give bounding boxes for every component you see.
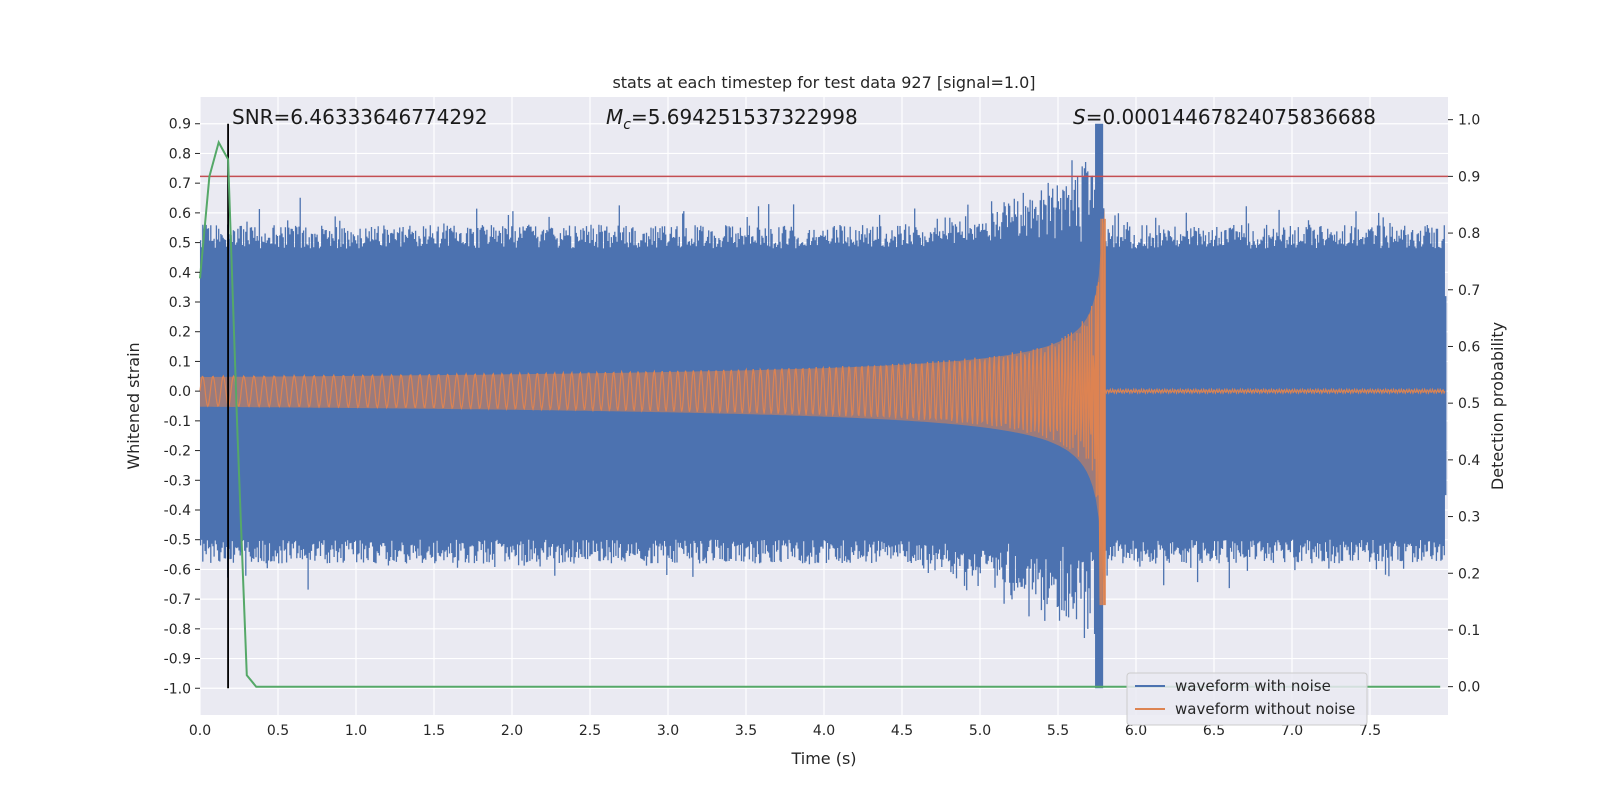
y-tick-label: -0.8	[164, 622, 191, 638]
x-tick-label: 4.5	[891, 723, 913, 739]
y-tick-label: 0.2	[169, 325, 191, 341]
x-axis-label: Time (s)	[790, 749, 856, 768]
y-tick-label: 0.4	[169, 265, 191, 281]
y-axis-label: Whitened strain	[124, 342, 143, 469]
chirp-mass-symbol: M	[606, 105, 623, 129]
y-tick-label: 0.0	[169, 384, 191, 400]
x-tick-label: 3.5	[735, 723, 757, 739]
x-tick-label: 2.0	[501, 723, 523, 739]
y-tick-label: -0.7	[164, 592, 191, 608]
x-tick-label: 2.5	[579, 723, 601, 739]
s-annotation: S=0.00014467824075836688	[1073, 105, 1376, 129]
detection-probability-line	[199, 139, 1441, 688]
x-tick-label: 0.0	[189, 723, 211, 739]
y-tick-label: -0.2	[164, 444, 191, 460]
y-tick-label: 0.9	[169, 117, 191, 133]
y2-tick-label: 0.4	[1458, 453, 1480, 469]
s-value: =0.00014467824075836688	[1086, 105, 1376, 129]
legend-label-noise: waveform with noise	[1175, 677, 1331, 695]
x-tick-label: 7.0	[1281, 723, 1303, 739]
y-tick-label: -1.0	[164, 681, 191, 697]
axis-ticks: 0.0 0.5 1.0 1.5 2.0 2.5 3.0 3.5 4.0 4.5 5.0 5.5 6.0 6…	[164, 113, 1481, 739]
y2-tick-label: 0.5	[1458, 396, 1480, 412]
s-symbol: S	[1073, 105, 1086, 129]
y-tick-label: -0.9	[164, 652, 191, 668]
overlay-lines	[199, 123, 1448, 689]
chirp-mass-annotation: Mc=5.694251537322998	[606, 105, 858, 133]
x-tick-label: 6.5	[1203, 723, 1225, 739]
y2-tick-label: 0.7	[1458, 283, 1480, 299]
x-tick-label: 5.0	[969, 723, 991, 739]
y2-axis-label: Detection probability	[1488, 322, 1507, 490]
y2-tick-label: 0.2	[1458, 566, 1480, 582]
chart-title: stats at each timestep for test data 927…	[612, 73, 1035, 92]
y2-tick-label: 0.9	[1458, 169, 1480, 185]
y-tick-label: 0.5	[169, 236, 191, 252]
x-tick-label: 1.0	[345, 723, 367, 739]
waveform-without-noise-series	[199, 207, 1446, 606]
x-tick-label: 3.0	[657, 723, 679, 739]
chirp-mass-value: =5.694251537322998	[631, 105, 858, 129]
chirp-mass-subscript: c	[623, 117, 631, 133]
y-tick-label: -0.6	[164, 562, 191, 578]
y-tick-label: 0.7	[169, 176, 191, 192]
y2-tick-label: 0.6	[1458, 339, 1480, 355]
x-tick-label: 4.0	[813, 723, 835, 739]
y-tick-label: 0.6	[169, 206, 191, 222]
legend-box	[1126, 672, 1368, 726]
y-tick-label: -0.3	[164, 473, 191, 489]
x-tick-label: 5.5	[1047, 723, 1069, 739]
y-tick-label: 0.1	[169, 354, 191, 370]
y-tick-label: 0.8	[169, 146, 191, 162]
x-tick-label: 0.5	[267, 723, 289, 739]
x-tick-label: 7.5	[1359, 723, 1381, 739]
y-tick-label: -0.4	[164, 503, 191, 519]
waveform-without-noise-envelope	[200, 207, 1105, 594]
x-tick-label: 1.5	[423, 723, 445, 739]
y2-tick-label: 0.3	[1458, 510, 1480, 526]
y2-tick-label: 1.0	[1458, 113, 1480, 129]
y-tick-label: 0.3	[169, 295, 191, 311]
y2-tick-label: 0.1	[1458, 623, 1480, 639]
y-tick-label: -0.1	[164, 414, 191, 430]
y2-tick-label: 0.8	[1458, 226, 1480, 242]
legend-label-clean: waveform without noise	[1175, 700, 1355, 718]
y-tick-label: -0.5	[164, 533, 191, 549]
legend: waveform with noise waveform without noi…	[1126, 672, 1368, 726]
snr-annotation: SNR=6.46333646774292	[232, 105, 488, 129]
x-tick-label: 6.0	[1125, 723, 1147, 739]
y2-tick-label: 0.0	[1458, 680, 1480, 696]
